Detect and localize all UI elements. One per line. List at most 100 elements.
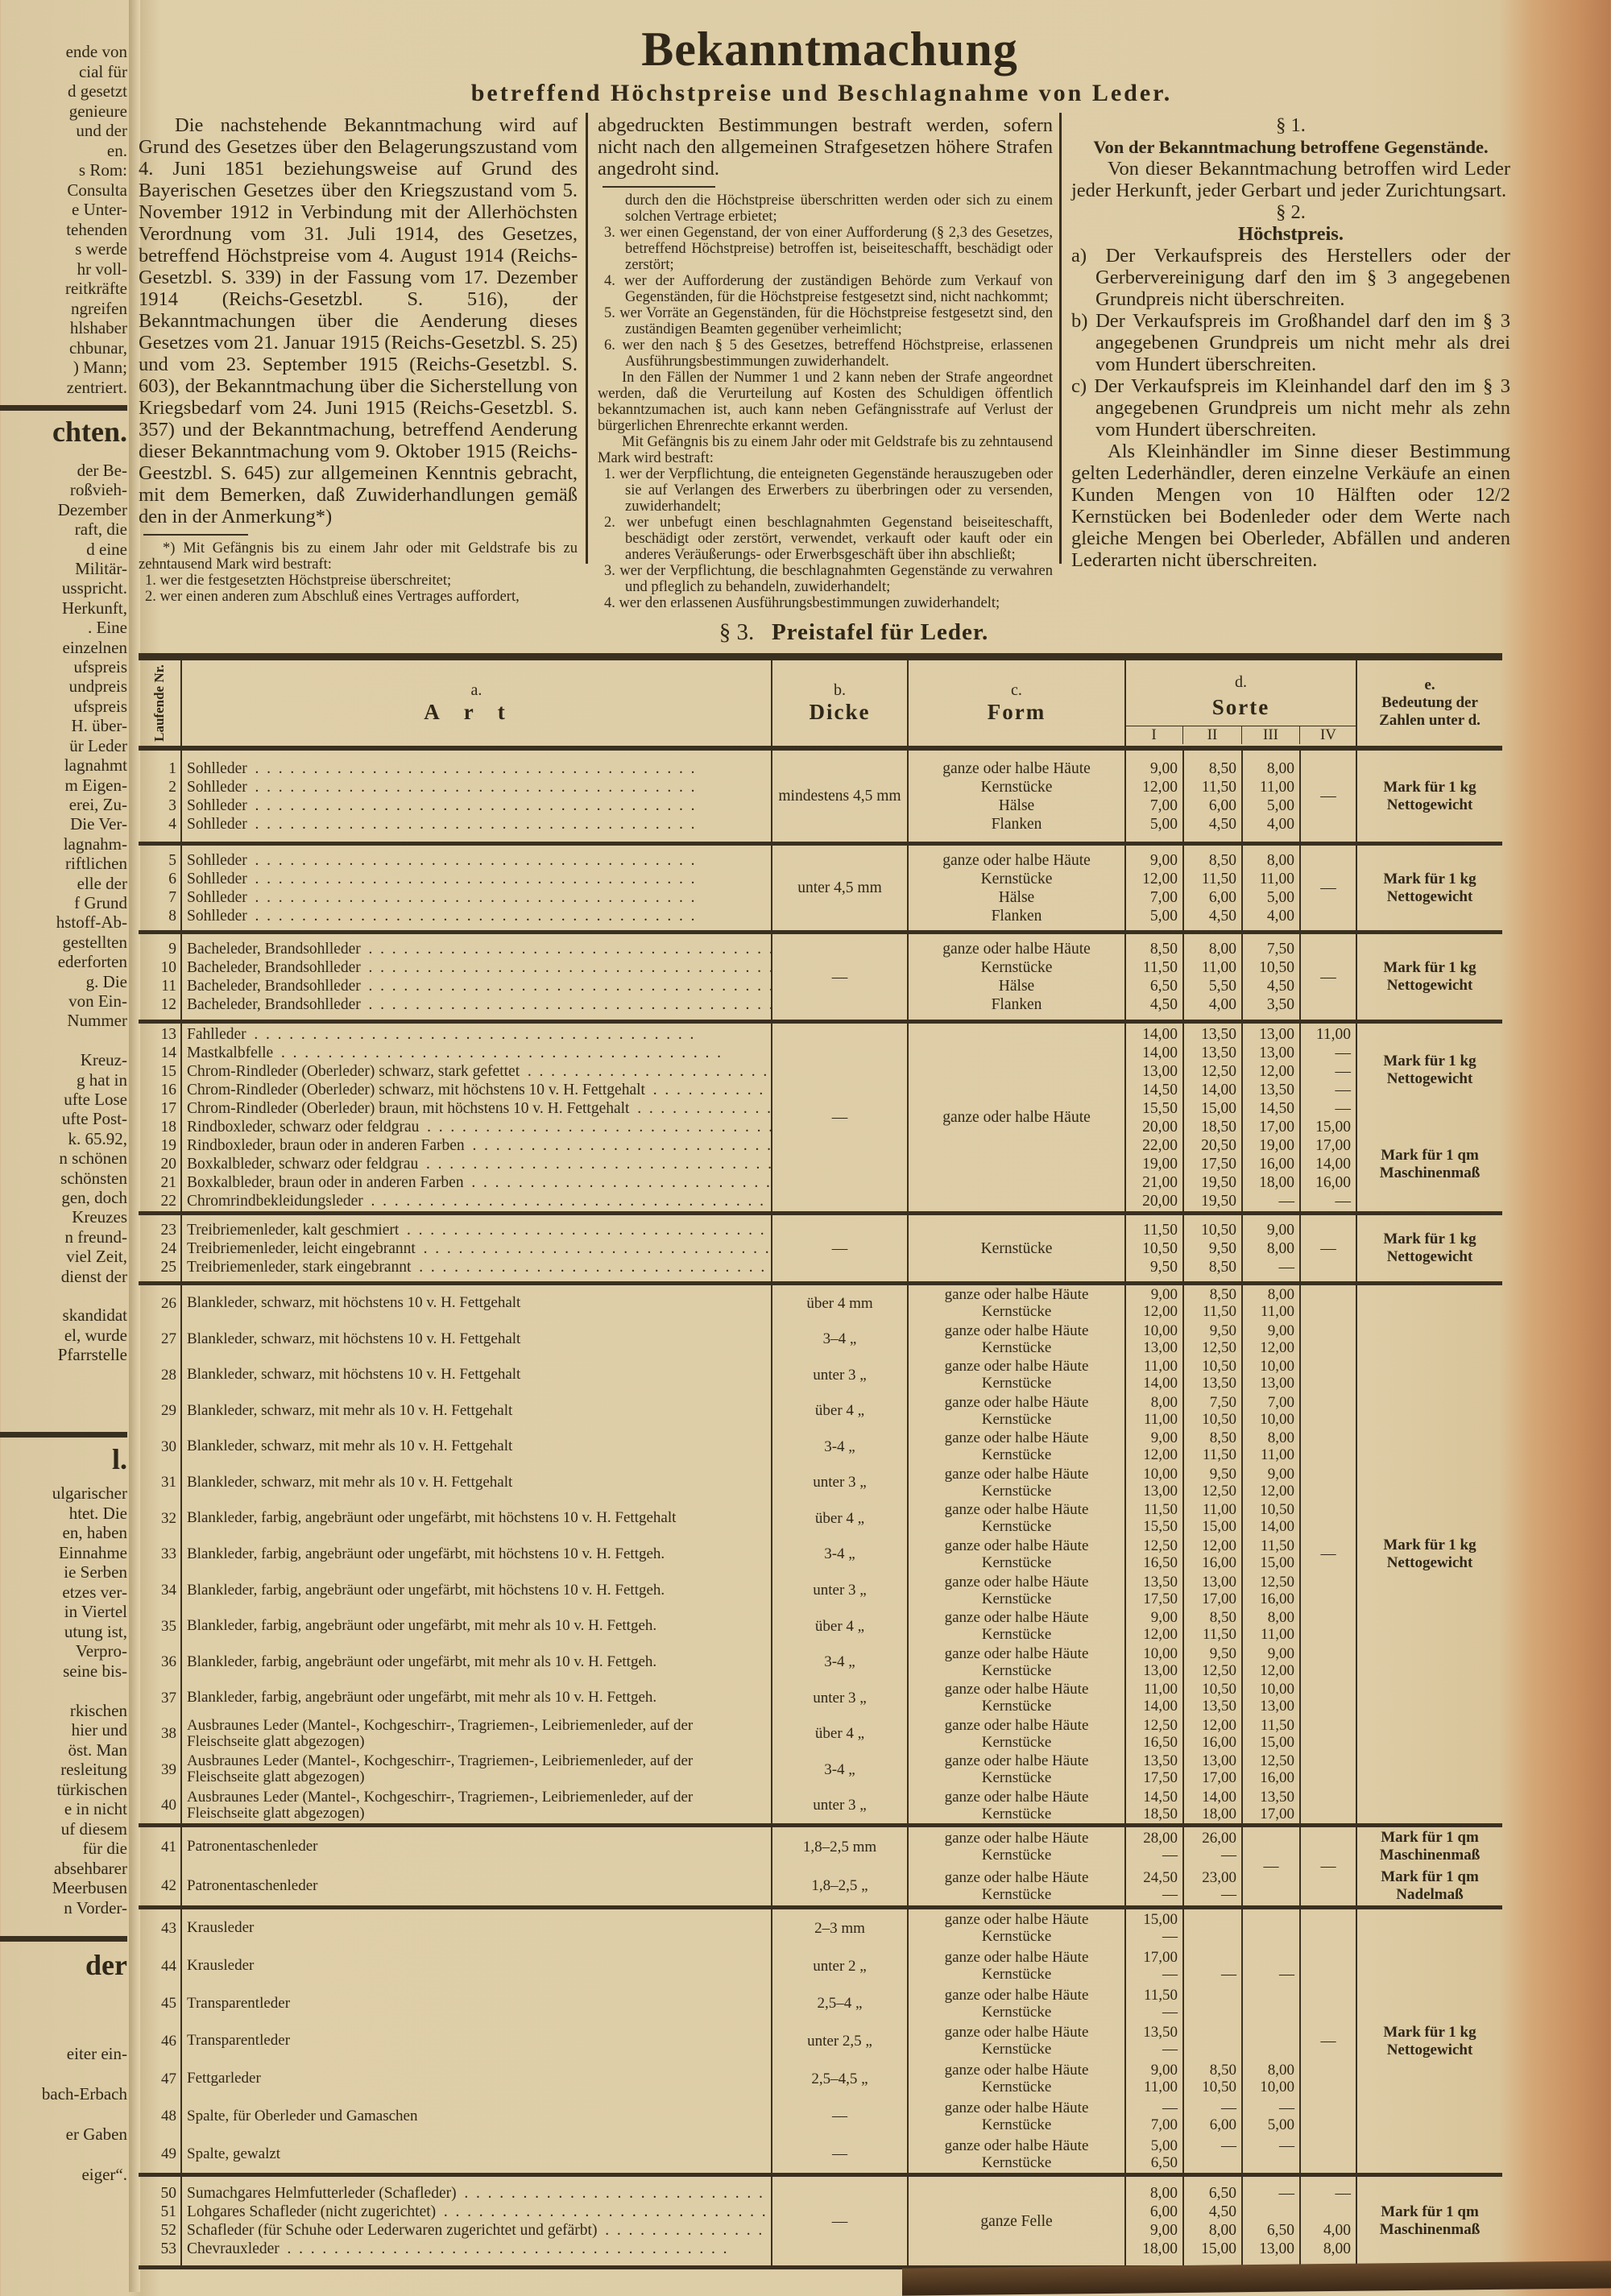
price-value: 6,50 [1149,978,1178,995]
dicke-value: unter 2 „ [813,1957,867,1975]
unit-line: Mark für 1 kg [1383,870,1476,887]
row-number: 21 [160,1173,177,1191]
header-art: a. Art [182,660,772,746]
header-bedeutung: e. Bedeutung der Zahlen unter d. [1379,676,1481,729]
dicke-cell: mindestens 4,5 mm [772,751,909,842]
row-number: 27 [139,1321,182,1358]
span-IV-cell: — [1301,1827,1357,1905]
price-value: 14,00 [1142,1044,1178,1061]
row-number: 30 [139,1429,182,1465]
price-value [1243,2004,1299,2021]
sorte-I-column: 14,00 14,00 13,00 14,50 15,50 20,00 22,00 19,00… [1126,1024,1184,1211]
price-cell [1184,2022,1243,2060]
price-value: 8,00 [1267,1609,1294,1627]
price-value: 15,00 [1202,1518,1236,1536]
form-value: Flanken [991,996,1042,1013]
leather-type-text: Patronentaschenleder [187,1876,318,1894]
price-value: 22,00 [1142,1136,1178,1154]
form-cell: ganze oder halbe Häute Kernstücke [909,1787,1126,1823]
column-rule [0,1432,127,1438]
neighbour-line: riftlichen [65,854,127,874]
price-value [1243,2041,1299,2058]
form-value: ganze oder halbe Häute [944,1868,1089,1886]
row-number: 49 [139,2135,182,2173]
row-number: 26 [139,1285,182,1322]
page-fold [129,0,140,2292]
table-title-text: Preistafel für Leder. [771,619,989,645]
price-value: — [1279,2137,1294,2154]
price-value: 11,00 [1202,1501,1236,1519]
unit-line: Mark für 1 kg [1383,959,1476,976]
row-number-text: 49 [161,2145,176,2163]
price-value: 10,00 [1260,1681,1294,1698]
sorte-I-column: 9,00 12,00 7,00 5,00 [1126,846,1184,930]
price-value: 4,00 [1266,907,1294,925]
row-number-text: 39 [161,1760,176,1778]
neighbour-line: Herkunft, [61,598,127,618]
price-cell: 14,50 18,50 [1126,1787,1184,1823]
row-number-text: 42 [161,1877,176,1895]
price-value: 17,50 [1201,1155,1236,1173]
row-number-text: 31 [161,1474,176,1491]
form-value: Kernstücke [981,1518,1052,1536]
leather-type: Spalte, gewalzt [182,2135,772,2173]
dicke-cell: über 4 „ [772,1392,909,1429]
price-cell: 15,00— [1126,1909,1184,1947]
leather-type: Ausbraunes Leder (Mantel-, Kochgeschirr-… [182,1751,772,1788]
sorte-IV-column: — [1301,846,1357,930]
leather-type: Sohlleder [182,759,771,778]
list-item: 4. wer der Aufforderung der zuständigen … [604,273,1053,305]
price-cell: 12,50 16,00 [1243,1751,1301,1788]
price-value: 14,50 [1143,1788,1178,1806]
dicke-cell: über 4 „ [772,1500,909,1537]
form-cell: ganze oder halbe Häute Kernstücke [909,1984,1126,2023]
neighbour-line: n Vorder- [64,1897,127,1917]
price-value: 12,50 [1201,1062,1236,1080]
dicke-cell: 3–4 „ [772,1321,909,1358]
section-2-items: a) Der Verkaufspreis des Herstellers ode… [1071,245,1510,441]
unit-column: Mark für 1 kg Nettogewicht [1357,1909,1502,2173]
unit-line: Maschinenmaß [1379,1847,1481,1864]
form-column: ganze oder halbe Häute Kernstücke Hälse Fla… [909,846,1126,930]
price-value [1243,1928,1299,1945]
price-value: 9,00 [1267,1465,1294,1483]
neighbour-line: f Grund [74,892,127,912]
price-value: 12,00 [1260,1661,1294,1679]
price-value: 14,00 [1201,1081,1236,1098]
price-cell: 8,00 11,00 [1243,1607,1301,1644]
leather-type-text: Transparentleder [187,2032,291,2050]
price-value: 5,00 [1149,815,1178,833]
unit-column: Mark für 1 kg Nettogewicht Mark für 1 qm Ma… [1357,1024,1502,1211]
section-1-heading: Von der Bekanntmachung betroffene Gegens… [1093,137,1489,157]
price-cell: 10,00 13,00 [1243,1679,1301,1716]
price-value: 16,00 [1315,1173,1351,1191]
leather-type-text: Spalte, gewalzt [187,2145,281,2162]
price-cell [1243,2022,1301,2060]
price-value: 9,00 [1267,1644,1294,1662]
sorte-II-column: 13,50 13,50 12,50 14,00 15,00 18,50 20,50 17,50… [1184,1024,1243,1211]
form-value: ganze oder halbe Häute [944,1393,1089,1411]
neighbour-line: Consulta [67,180,127,200]
price-value: 18,50 [1143,1805,1178,1822]
leather-type-text: Blankleder, farbig, angebräunt oder unge… [187,1689,657,1706]
leather-type-text: Blankleder, farbig, angebräunt oder unge… [187,1581,665,1599]
form-value: ganze oder halbe Häute [942,759,1091,777]
leather-type: Krausleder [182,1946,772,1985]
row-number: 1 [168,759,176,777]
dicke-cell: 3-4 „ [772,1429,909,1465]
form-value: Kernstücke [981,1410,1052,1428]
price-value: 11,00 [1260,1626,1294,1644]
leather-type: Blankleder, farbig, angebräunt oder unge… [182,1644,772,1680]
list-item: 3. wer der Verpflichtung, die beschlagna… [604,563,1053,595]
form-cell: ganze oder halbe Häute Kernstücke [909,1500,1126,1537]
price-value: 17,00 [1315,1136,1351,1154]
page-title: Bekanntmachung [641,23,1018,76]
neighbour-line: s werde [75,239,127,259]
price-value: 4,50 [1208,815,1236,833]
leather-type-text: Blankleder, schwarz, mit mehr als 10 v. … [187,1401,513,1419]
dicke-value: — [832,2108,847,2125]
dicke-cell: — [772,1024,909,1211]
row-number: 8 [168,907,176,925]
leather-type: Mastkalbfelle [182,1044,771,1062]
